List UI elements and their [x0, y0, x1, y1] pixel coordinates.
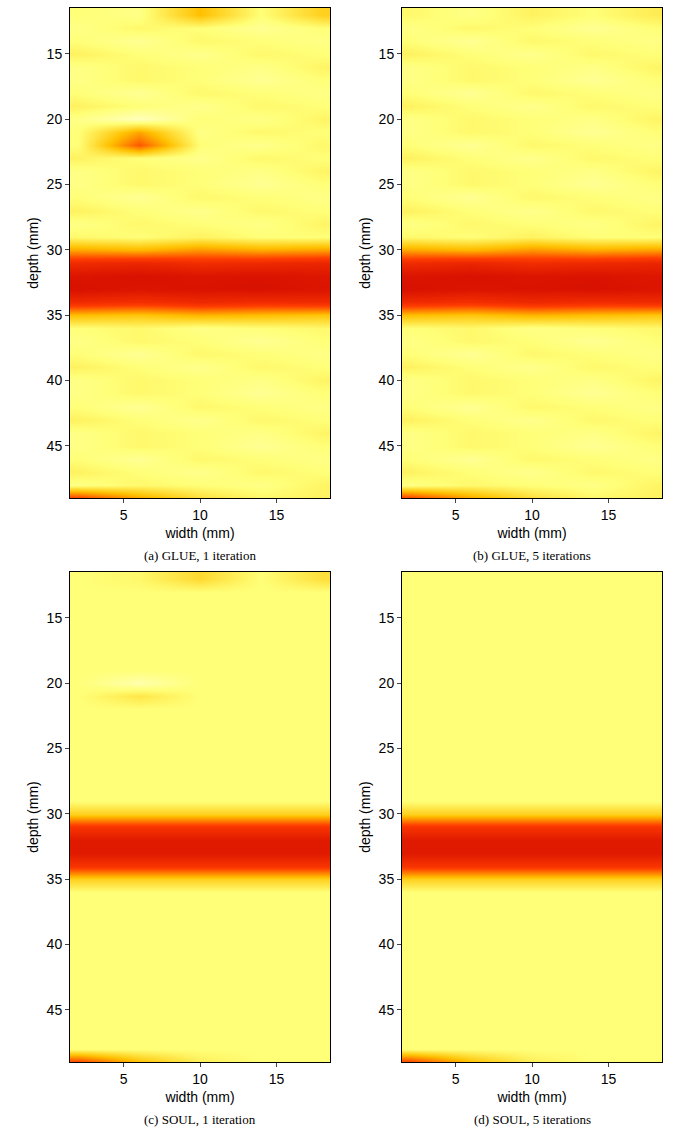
- svg-text:(b) GLUE, 5 iterations: (b) GLUE, 5 iterations: [473, 548, 591, 563]
- svg-text:(a) GLUE, 1 iteration: (a) GLUE, 1 iteration: [144, 548, 256, 563]
- svg-text:40: 40: [379, 936, 395, 952]
- svg-text:30: 30: [379, 806, 395, 822]
- svg-text:width (mm): width (mm): [164, 525, 234, 541]
- svg-text:30: 30: [47, 806, 63, 822]
- svg-text:45: 45: [47, 438, 63, 454]
- svg-text:20: 20: [47, 111, 63, 127]
- svg-text:15: 15: [269, 507, 285, 523]
- svg-text:5: 5: [120, 1071, 128, 1087]
- svg-text:15: 15: [269, 1071, 285, 1087]
- svg-text:20: 20: [47, 675, 63, 691]
- svg-text:20: 20: [379, 675, 395, 691]
- svg-text:10: 10: [192, 1071, 208, 1087]
- svg-text:width (mm): width (mm): [496, 1089, 566, 1105]
- svg-text:35: 35: [47, 307, 63, 323]
- svg-text:5: 5: [120, 507, 128, 523]
- svg-text:10: 10: [192, 507, 208, 523]
- svg-text:15: 15: [379, 46, 395, 62]
- svg-text:(d) SOUL, 5 iterations: (d) SOUL, 5 iterations: [474, 1112, 591, 1127]
- svg-text:45: 45: [379, 1002, 395, 1018]
- svg-text:depth (mm): depth (mm): [25, 781, 41, 853]
- svg-text:25: 25: [379, 740, 395, 756]
- svg-text:25: 25: [47, 176, 63, 192]
- svg-text:30: 30: [379, 242, 395, 258]
- svg-text:width (mm): width (mm): [164, 1089, 234, 1105]
- svg-text:40: 40: [379, 372, 395, 388]
- svg-text:15: 15: [47, 610, 63, 626]
- svg-text:25: 25: [379, 176, 395, 192]
- svg-text:25: 25: [47, 740, 63, 756]
- svg-text:10: 10: [524, 1071, 540, 1087]
- svg-text:40: 40: [47, 372, 63, 388]
- svg-text:depth (mm): depth (mm): [25, 217, 41, 289]
- svg-text:5: 5: [452, 507, 460, 523]
- svg-text:15: 15: [601, 507, 617, 523]
- svg-text:35: 35: [379, 307, 395, 323]
- svg-text:35: 35: [47, 871, 63, 887]
- svg-text:(c) SOUL, 1 iteration: (c) SOUL, 1 iteration: [144, 1112, 256, 1127]
- svg-text:15: 15: [601, 1071, 617, 1087]
- svg-text:depth (mm): depth (mm): [357, 217, 373, 289]
- svg-text:depth (mm): depth (mm): [357, 781, 373, 853]
- svg-text:15: 15: [379, 610, 395, 626]
- svg-text:width (mm): width (mm): [496, 525, 566, 541]
- svg-text:10: 10: [524, 507, 540, 523]
- svg-text:45: 45: [47, 1002, 63, 1018]
- svg-text:45: 45: [379, 438, 395, 454]
- svg-text:40: 40: [47, 936, 63, 952]
- svg-text:15: 15: [47, 46, 63, 62]
- svg-text:20: 20: [379, 111, 395, 127]
- svg-text:35: 35: [379, 871, 395, 887]
- svg-text:30: 30: [47, 242, 63, 258]
- svg-text:5: 5: [452, 1071, 460, 1087]
